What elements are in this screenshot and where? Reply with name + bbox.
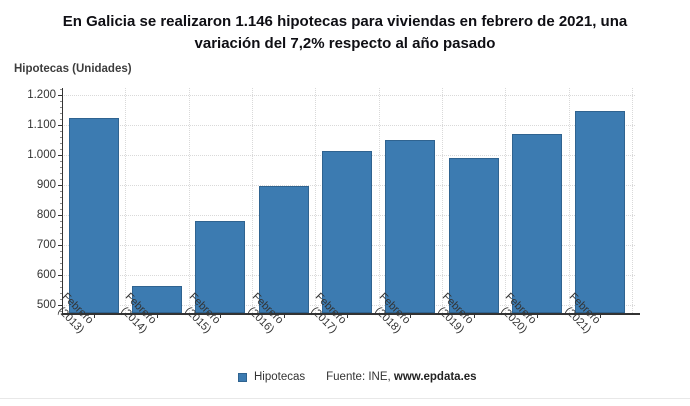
y-axis-minor-tick (60, 286, 62, 288)
y-axis-minor-tick (60, 112, 62, 114)
bar[interactable] (448, 158, 499, 313)
y-axis-minor-tick (60, 262, 62, 264)
x-gridline (378, 88, 380, 313)
y-axis-minor-tick (60, 226, 62, 228)
bar[interactable] (385, 139, 436, 313)
y-tick-label: 600 (36, 268, 56, 281)
y-axis-minor-tick (60, 88, 62, 90)
x-axis-tick (220, 315, 222, 318)
y-axis-minor-tick (60, 118, 62, 120)
x-axis (62, 313, 640, 315)
y-axis-tick (58, 94, 62, 96)
y-tick-label: 500 (36, 298, 56, 311)
chart-title: En Galicia se realizaron 1.146 hipotecas… (0, 11, 690, 55)
x-gridline (505, 88, 507, 313)
y-axis-minor-tick (60, 280, 62, 282)
y-gridline (62, 94, 635, 96)
x-gridline (442, 88, 443, 313)
y-axis-label: Hipotecas (Unidades) (14, 63, 132, 75)
x-gridline (125, 88, 127, 313)
chart-title-line1: En Galicia se realizaron 1.146 hipotecas… (62, 13, 628, 30)
y-axis-tick (58, 244, 62, 246)
y-axis-minor-tick (60, 130, 62, 132)
y-axis-minor-tick (60, 220, 62, 222)
x-axis-tick (347, 315, 348, 318)
y-axis-minor-tick (60, 166, 62, 168)
y-axis-minor-tick (60, 208, 62, 210)
epdata-link[interactable]: www.epdata.es (393, 371, 477, 383)
bar[interactable] (575, 111, 626, 313)
x-gridline (568, 88, 570, 313)
x-gridline (315, 88, 317, 313)
y-axis-minor-tick (60, 250, 62, 252)
y-axis-minor-tick (60, 232, 62, 234)
y-axis-minor-tick (60, 172, 62, 174)
bar[interactable] (195, 220, 246, 313)
y-axis-tick (58, 304, 62, 306)
x-axis-tick (283, 315, 285, 318)
y-tick-label: 1.100 (27, 118, 56, 131)
y-axis-minor-tick (60, 148, 62, 150)
x-gridline (632, 88, 633, 313)
x-axis-tick (537, 315, 538, 318)
y-axis-minor-tick (60, 190, 62, 192)
y-gridline (62, 124, 635, 126)
y-axis-tick (58, 274, 62, 276)
y-axis (62, 88, 63, 313)
x-axis-tick (410, 315, 412, 318)
y-axis-tick (58, 214, 62, 216)
source-text: Fuente: INE, www.epdata.es (326, 371, 476, 383)
y-axis-minor-tick (60, 202, 62, 204)
x-gridline (252, 88, 253, 313)
chart-title-line2: variación del 7,2% respecto al año pasad… (194, 35, 496, 52)
y-axis-minor-tick (60, 256, 62, 258)
y-axis-minor-tick (60, 106, 62, 108)
y-axis-tick (58, 154, 62, 156)
bottom-divider (0, 398, 690, 399)
y-axis-minor-tick (60, 238, 62, 240)
y-axis-minor-tick (60, 292, 62, 294)
y-axis-minor-tick (60, 160, 62, 162)
y-axis-tick (58, 184, 62, 186)
legend-swatch (238, 372, 247, 382)
source-prefix: Fuente: INE, (326, 371, 394, 383)
legend-label: Hipotecas (254, 371, 306, 383)
bar[interactable] (68, 117, 119, 313)
bar[interactable] (258, 185, 309, 313)
y-tick-label: 800 (36, 208, 56, 221)
legend: Hipotecas Fuente: INE, www.epdata.es (238, 371, 477, 383)
y-axis-tick (58, 124, 62, 126)
x-gridline (188, 88, 190, 313)
y-axis-minor-tick (60, 298, 62, 300)
y-axis-minor-tick (60, 100, 62, 102)
y-axis-minor-tick (60, 178, 62, 180)
x-axis-tick (157, 315, 158, 318)
y-axis-minor-tick (60, 268, 62, 270)
y-tick-label: 900 (36, 178, 56, 191)
y-tick-label: 1.200 (27, 88, 56, 101)
y-axis-minor-tick (60, 136, 62, 138)
x-axis-tick (600, 315, 602, 318)
bar[interactable] (322, 151, 372, 313)
bar[interactable] (512, 134, 562, 313)
x-axis-tick (473, 315, 475, 318)
bar[interactable] (132, 286, 182, 313)
y-axis-minor-tick (60, 310, 62, 312)
y-axis-minor-tick (60, 196, 62, 198)
x-axis-tick (93, 315, 95, 318)
y-axis-minor-tick (60, 142, 62, 144)
y-tick-label: 700 (36, 238, 56, 251)
y-tick-label: 1.000 (27, 148, 56, 161)
